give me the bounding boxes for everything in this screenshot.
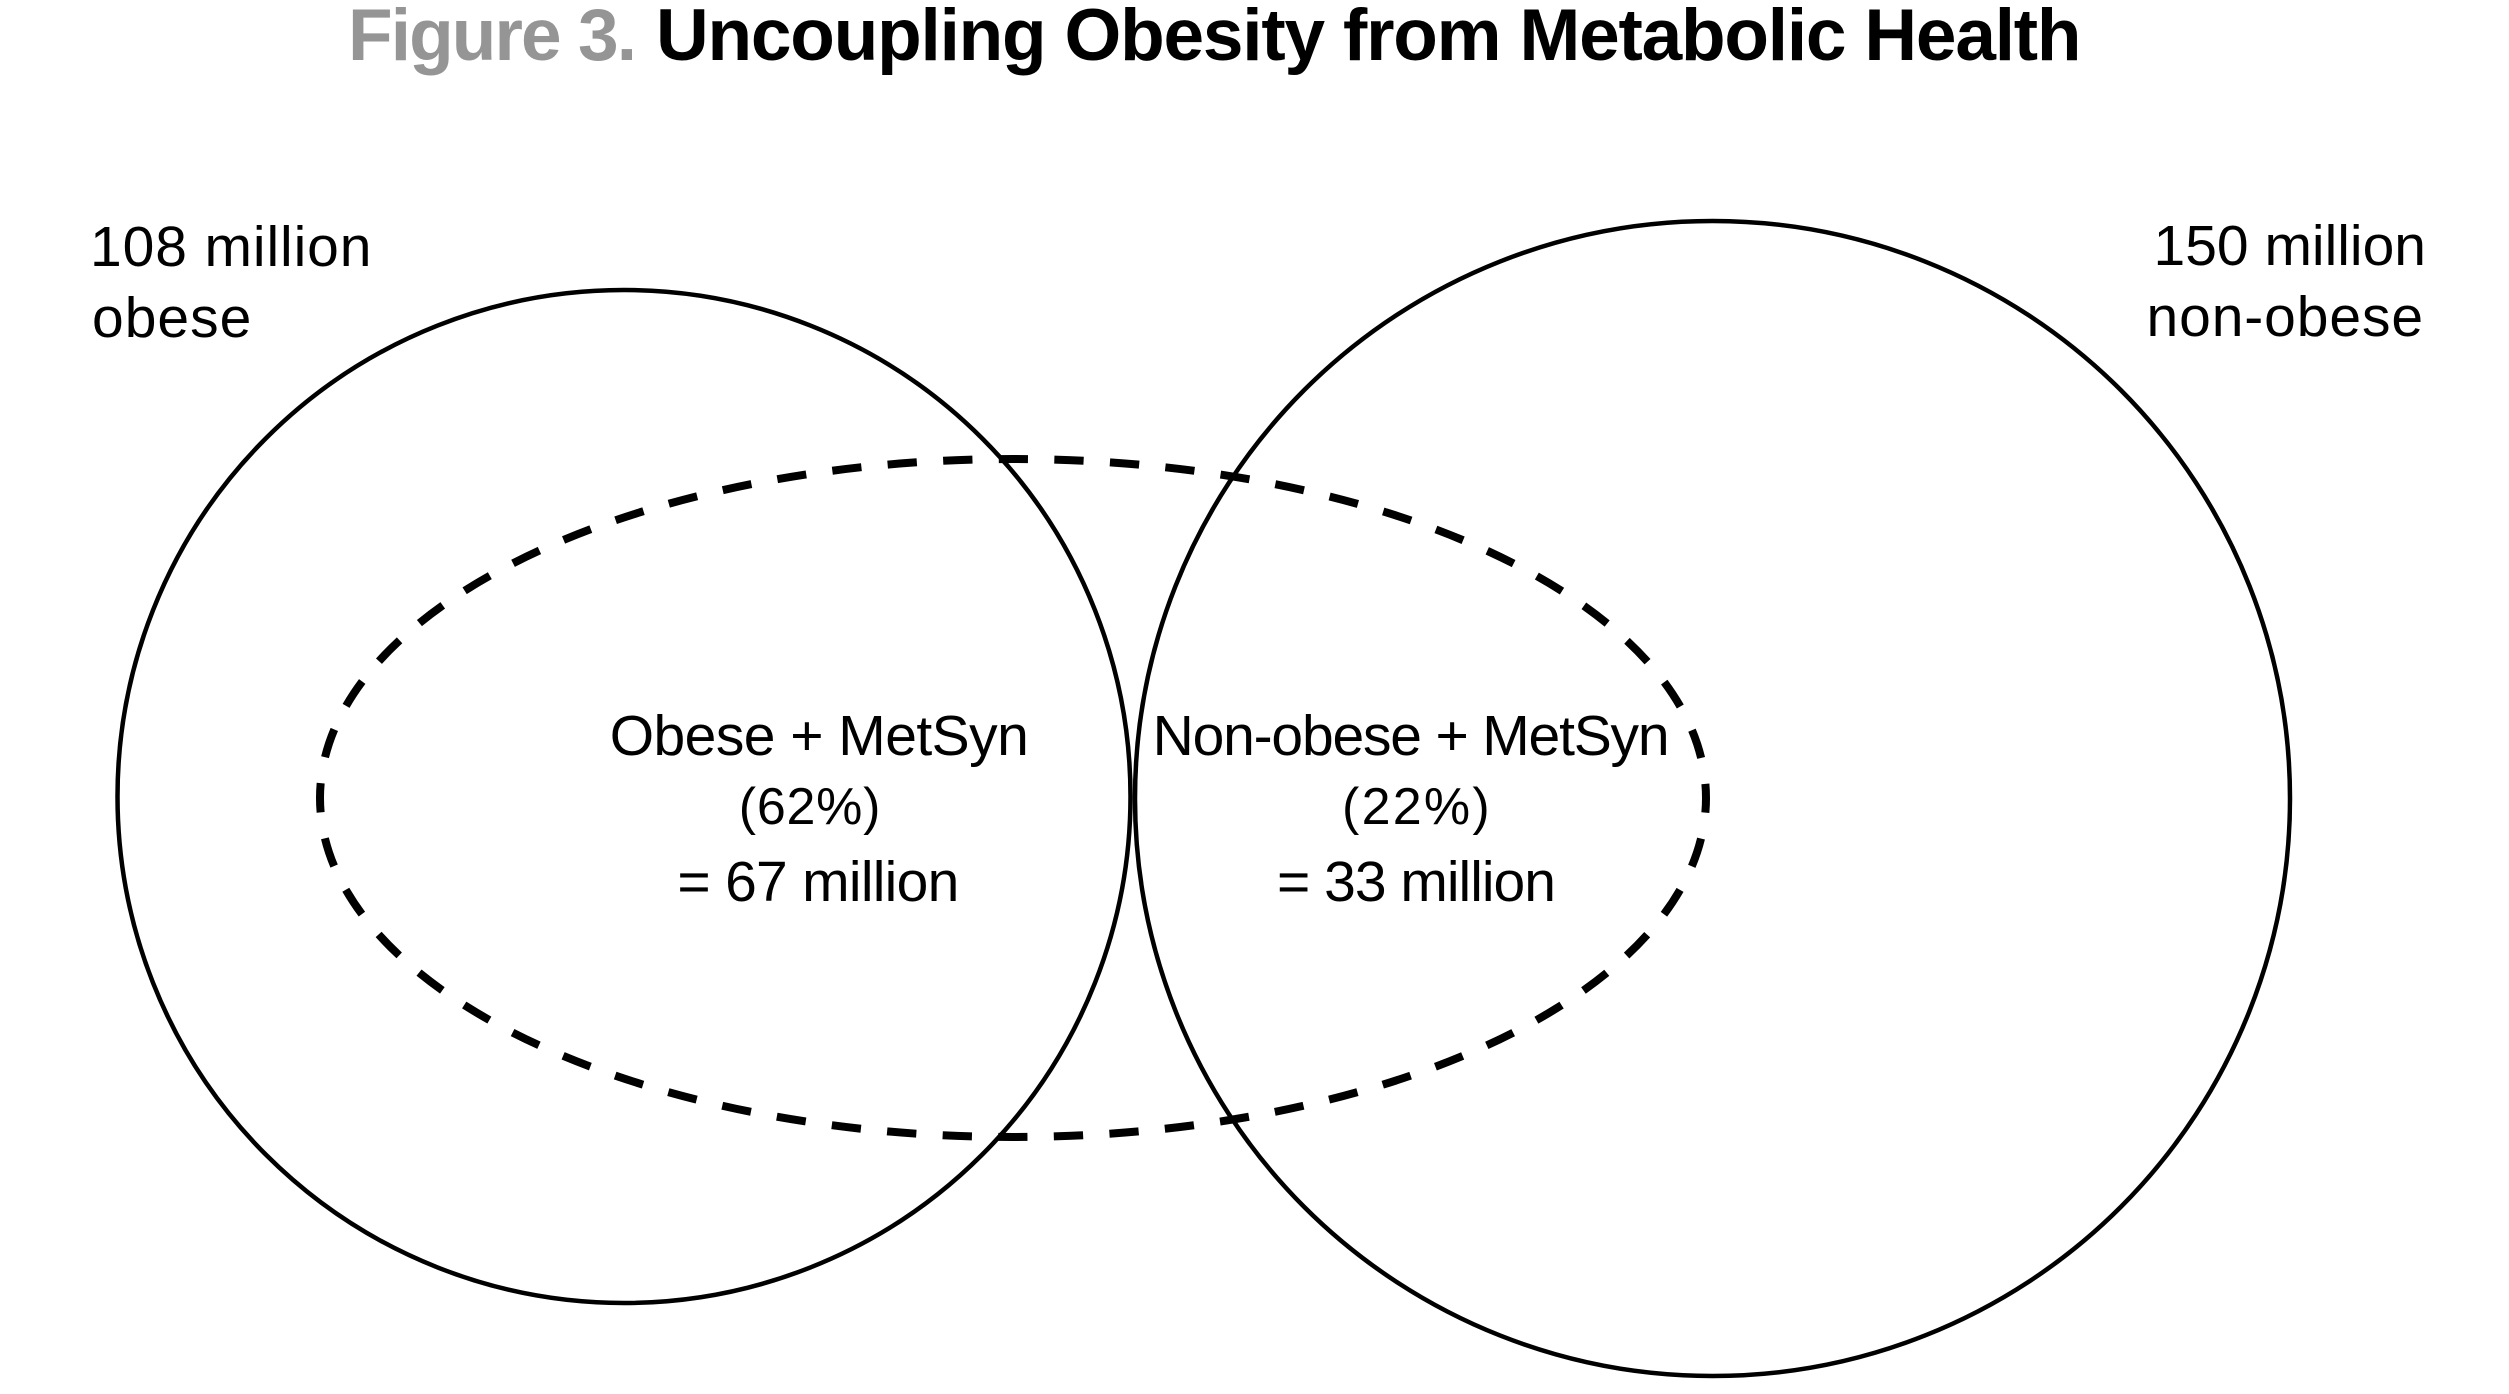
svg-text:= 67 million: = 67 million: [677, 850, 958, 914]
svg-text:108 million: 108 million: [90, 215, 372, 279]
svg-text:Non-obese + MetSyn: Non-obese + MetSyn: [1153, 704, 1669, 768]
svg-text:non-obese: non-obese: [2147, 285, 2425, 349]
svg-text:(62%): (62%): [739, 778, 881, 836]
svg-text:= 33 million: = 33 million: [1277, 850, 1555, 914]
svg-text:Obese + MetSyn: Obese + MetSyn: [610, 704, 1029, 768]
svg-text:(22%): (22%): [1342, 778, 1492, 836]
svg-text:Uncoupling Obesity from Metabo: Uncoupling Obesity from Metabolic Health: [656, 0, 2080, 76]
svg-text:150 million: 150 million: [2154, 214, 2426, 278]
svg-text:obese: obese: [92, 286, 252, 350]
svg-text:Figure 3.: Figure 3.: [348, 0, 635, 76]
